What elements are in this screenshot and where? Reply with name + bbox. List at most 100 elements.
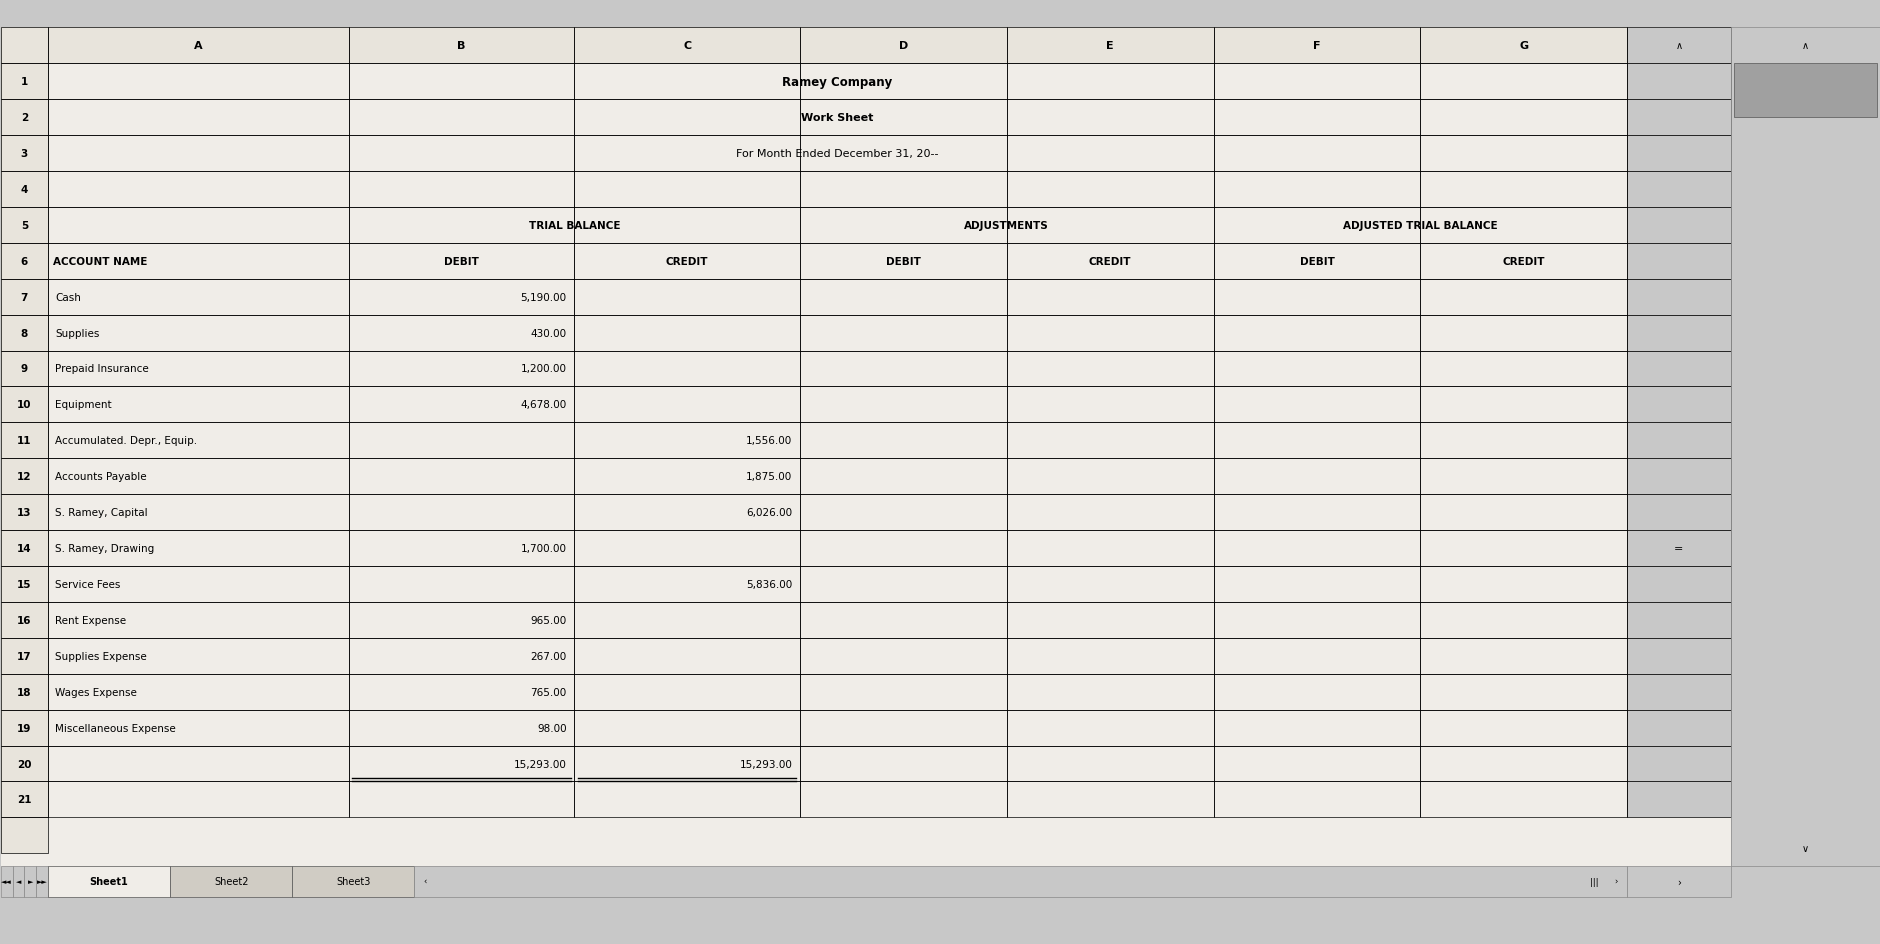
Bar	[348, 28, 573, 64]
Bar	[0, 244, 47, 279]
Text: 10: 10	[17, 400, 32, 410]
Bar	[348, 423, 573, 459]
Bar	[573, 638, 799, 674]
Bar	[1419, 100, 1626, 136]
Bar	[348, 782, 573, 818]
Bar	[47, 100, 348, 136]
Bar	[47, 172, 348, 208]
Bar	[799, 495, 1006, 531]
Bar	[348, 531, 573, 566]
Bar	[348, 746, 573, 782]
Bar	[799, 746, 1006, 782]
Bar	[0, 531, 47, 566]
Bar	[0, 602, 47, 638]
Bar	[1626, 495, 1730, 531]
Bar	[47, 638, 348, 674]
Bar	[1006, 244, 1213, 279]
Bar	[348, 244, 573, 279]
Bar	[799, 28, 1006, 64]
Text: 1,875.00: 1,875.00	[746, 472, 791, 481]
Text: 8: 8	[21, 329, 28, 338]
Bar	[1419, 136, 1626, 172]
Bar	[799, 208, 1006, 244]
Bar	[1419, 602, 1626, 638]
Bar	[1213, 710, 1419, 746]
Text: Sheet2: Sheet2	[214, 877, 248, 886]
Bar	[573, 315, 799, 351]
Bar	[47, 531, 348, 566]
Bar	[0, 674, 47, 710]
Text: CREDIT: CREDIT	[1089, 257, 1130, 266]
Bar	[47, 566, 348, 602]
Bar	[1006, 710, 1213, 746]
Text: CREDIT: CREDIT	[666, 257, 709, 266]
Bar	[47, 867, 169, 897]
Bar	[47, 459, 348, 495]
Bar	[1419, 387, 1626, 423]
Text: 267.00: 267.00	[530, 651, 566, 661]
Bar	[573, 387, 799, 423]
Bar	[1626, 64, 1730, 100]
Bar	[348, 674, 573, 710]
Bar	[573, 279, 799, 315]
Bar	[348, 423, 573, 459]
Bar	[1213, 674, 1419, 710]
Bar	[348, 746, 573, 782]
Bar	[573, 495, 799, 531]
Bar	[348, 638, 573, 674]
Bar	[1419, 172, 1626, 208]
Bar	[1626, 782, 1730, 818]
Text: DEBIT: DEBIT	[885, 257, 919, 266]
Bar	[573, 602, 799, 638]
Bar	[573, 566, 799, 602]
Bar	[1419, 782, 1626, 818]
Bar	[0, 279, 47, 315]
Bar	[47, 423, 348, 459]
Bar	[1006, 244, 1213, 279]
Bar	[1213, 566, 1419, 602]
Bar	[348, 602, 573, 638]
Bar	[1006, 459, 1213, 495]
Bar	[1419, 710, 1626, 746]
Text: 1,556.00: 1,556.00	[746, 436, 791, 446]
Bar	[348, 136, 573, 172]
Bar	[573, 674, 799, 710]
Bar	[1419, 459, 1626, 495]
Bar	[1419, 674, 1626, 710]
Bar	[573, 244, 799, 279]
Bar	[47, 638, 348, 674]
Text: 21: 21	[17, 795, 32, 804]
Bar	[1006, 136, 1213, 172]
Bar	[573, 28, 799, 64]
Bar	[47, 710, 348, 746]
Bar	[573, 172, 799, 208]
Bar	[1213, 136, 1419, 172]
Bar	[1419, 136, 1626, 172]
Bar	[0, 315, 47, 351]
Bar	[348, 28, 573, 64]
Bar	[1419, 315, 1626, 351]
Text: Service Fees: Service Fees	[55, 580, 120, 589]
Bar	[348, 495, 573, 531]
Bar	[0, 208, 47, 244]
Bar	[1213, 531, 1419, 566]
Bar	[799, 172, 1006, 208]
Bar	[1213, 638, 1419, 674]
Bar	[47, 136, 348, 172]
Bar	[1213, 208, 1419, 244]
Text: D: D	[899, 42, 908, 51]
Bar	[1419, 531, 1626, 566]
Bar	[0, 459, 47, 495]
Bar	[799, 136, 1006, 172]
Bar	[573, 64, 799, 100]
Bar	[1419, 710, 1626, 746]
Bar	[1626, 638, 1730, 674]
Text: ∧: ∧	[1801, 42, 1809, 51]
Text: 12: 12	[17, 472, 32, 481]
Bar	[1006, 64, 1213, 100]
Bar	[799, 100, 1006, 136]
Text: Supplies: Supplies	[55, 329, 100, 338]
Bar	[573, 674, 799, 710]
Bar	[1006, 495, 1213, 531]
Bar	[1626, 746, 1730, 782]
